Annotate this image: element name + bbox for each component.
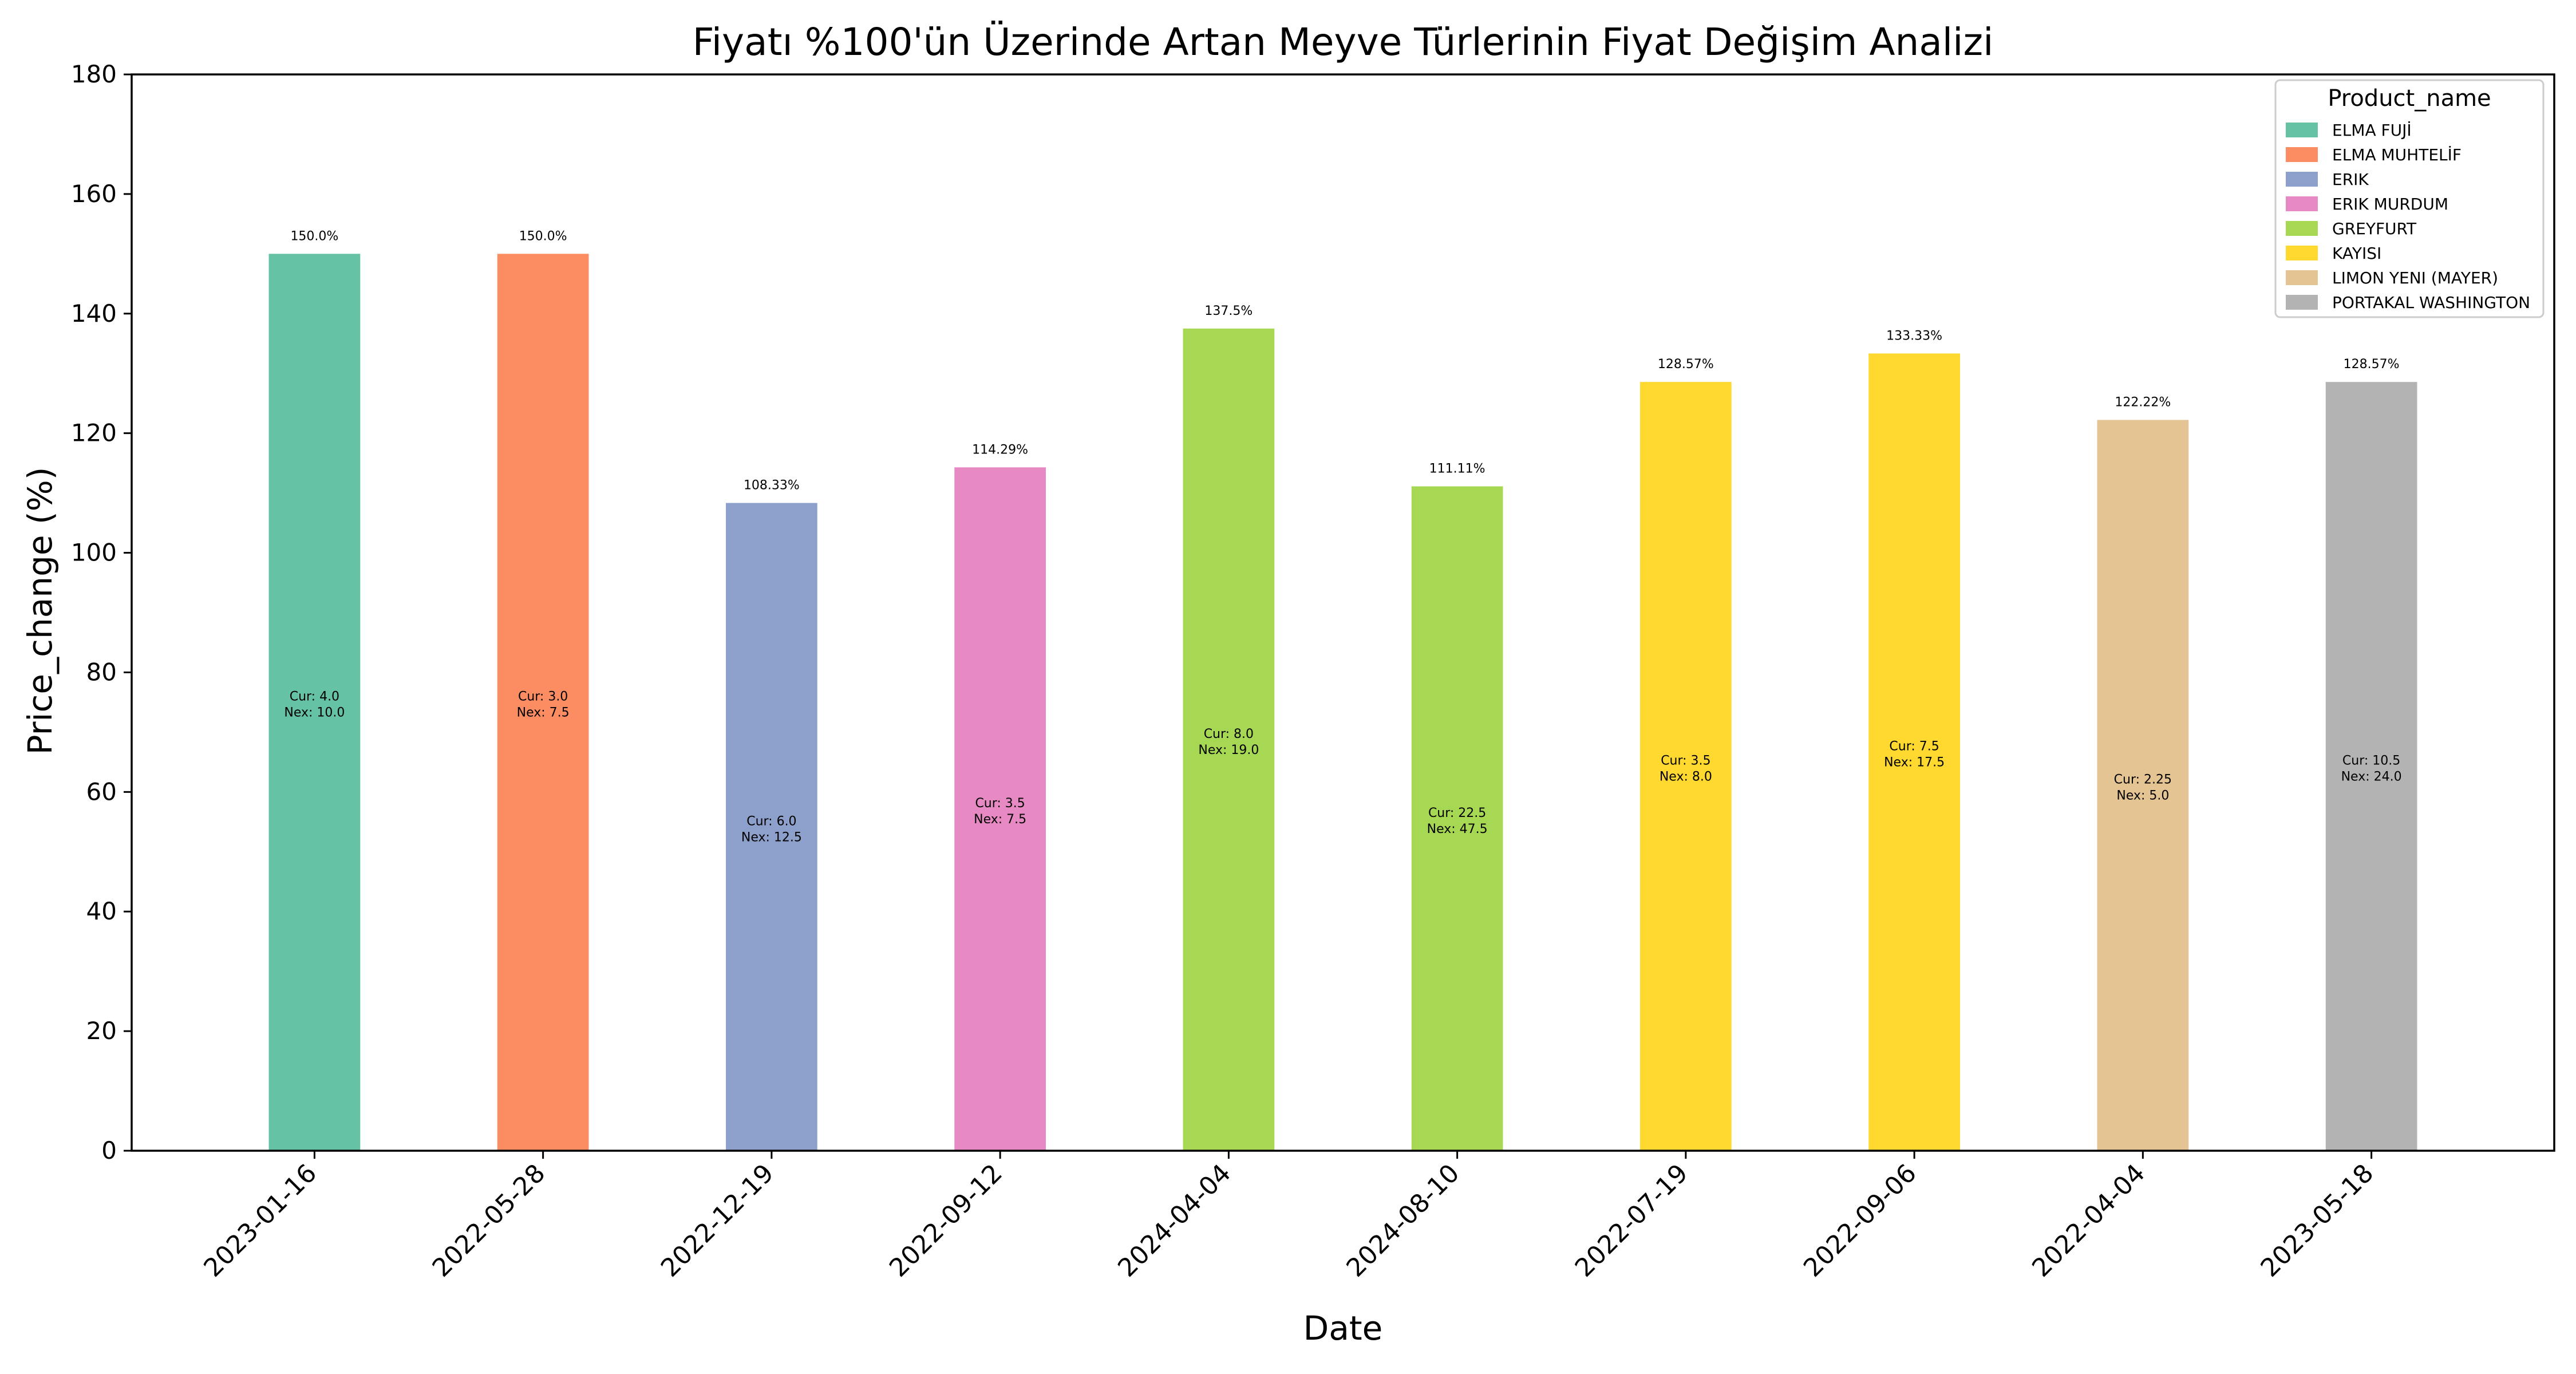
bar-cur-label: Cur: 22.5 xyxy=(1428,806,1486,820)
bar-cur-label: Cur: 2.25 xyxy=(2114,773,2172,787)
y-tick-label: 40 xyxy=(86,897,117,925)
bar-value-label: 128.57% xyxy=(2344,357,2400,372)
y-tick-label: 160 xyxy=(71,180,117,208)
bar-nex-label: Nex: 8.0 xyxy=(1660,770,1712,784)
bar-nex-label: Nex: 10.0 xyxy=(284,706,345,720)
legend-entry-label: LIMON YENI (MAYER) xyxy=(2332,269,2498,287)
legend-swatch xyxy=(2286,295,2318,310)
legend-swatch xyxy=(2286,246,2318,260)
bar-nex-label: Nex: 24.0 xyxy=(2341,770,2402,784)
y-tick-label: 20 xyxy=(86,1017,117,1045)
x-axis-label: Date xyxy=(1303,1309,1383,1348)
chart-title: Fiyatı %100'ün Üzerinde Artan Meyve Türl… xyxy=(693,20,1994,64)
bar-nex-label: Nex: 7.5 xyxy=(974,812,1026,827)
legend-swatch xyxy=(2286,172,2318,187)
legend-swatch xyxy=(2286,147,2318,162)
bars-group xyxy=(268,254,2417,1151)
bar-cur-label: Cur: 8.0 xyxy=(1204,727,1254,741)
bar-cur-label: Cur: 3.5 xyxy=(1661,754,1710,768)
bar-value-label: 111.11% xyxy=(1429,462,1485,476)
legend-swatch xyxy=(2286,196,2318,211)
bar xyxy=(268,254,361,1151)
bar-value-label: 150.0% xyxy=(519,229,567,243)
bar xyxy=(497,254,589,1151)
y-axis-ticks: 0 20 40 60 80 100 120 140 160 180 xyxy=(71,60,132,1164)
bar-labels-group: 150.0% Cur: 4.0 Nex: 10.0 150.0% Cur: 3.0 Nex… xyxy=(284,229,2401,844)
bar-value-label: 114.29% xyxy=(972,443,1028,457)
y-tick-label: 140 xyxy=(71,299,117,327)
bar-nex-label: Nex: 12.5 xyxy=(741,830,802,844)
bar-cur-label: Cur: 3.5 xyxy=(975,796,1025,811)
legend-entry-label: ERIK MURDUM xyxy=(2332,195,2448,214)
legend-swatch xyxy=(2286,123,2318,137)
bar-value-label: 137.5% xyxy=(1204,304,1253,318)
legend-title: Product_name xyxy=(2328,85,2491,112)
bar-nex-label: Nex: 5.0 xyxy=(2116,789,2169,803)
bar-cur-label: Cur: 4.0 xyxy=(290,690,339,704)
bar xyxy=(2097,420,2189,1151)
bar-nex-label: Nex: 19.0 xyxy=(1198,743,1259,757)
bar-nex-label: Nex: 47.5 xyxy=(1427,822,1488,836)
legend-box xyxy=(2274,79,2545,318)
bar-nex-label: Nex: 7.5 xyxy=(517,706,570,720)
legend-entries: ELMA FUJİ ELMA MUHTELİF ERIK ERIK MURDUM GRE… xyxy=(2286,121,2530,312)
legend-entry-label: GREYFURT xyxy=(2332,219,2417,238)
bar xyxy=(1183,328,1275,1151)
plot-frame xyxy=(131,73,2555,1152)
bar-value-label: 150.0% xyxy=(290,229,338,243)
y-tick-label: 80 xyxy=(86,658,117,686)
legend-swatch xyxy=(2286,221,2318,236)
bar xyxy=(1868,353,1960,1151)
bar-cur-label: Cur: 6.0 xyxy=(746,814,796,828)
bar-nex-label: Nex: 17.5 xyxy=(1884,756,1945,770)
bar xyxy=(2325,382,2417,1151)
bar-cur-label: Cur: 10.5 xyxy=(2342,754,2400,768)
bar xyxy=(1640,382,1732,1151)
y-tick-label: 60 xyxy=(86,777,117,806)
y-tick-label: 0 xyxy=(101,1136,117,1164)
bar-value-label: 108.33% xyxy=(744,479,800,493)
bar-value-label: 133.33% xyxy=(1886,329,1942,343)
legend-entry-label: ELMA FUJİ xyxy=(2332,121,2412,140)
legend-swatch xyxy=(2286,270,2318,285)
bar-value-label: 122.22% xyxy=(2115,395,2171,409)
legend-entry-label: ELMA MUHTELİF xyxy=(2332,145,2462,164)
legend-entry-label: PORTAKAL WASHINGTON xyxy=(2332,293,2530,312)
legend-entry-label: ERIK xyxy=(2332,170,2369,189)
y-tick-label: 120 xyxy=(71,419,117,447)
bar-value-label: 128.57% xyxy=(1658,357,1714,372)
y-tick-label: 100 xyxy=(71,539,117,567)
y-axis-label: Price_change (%) xyxy=(21,467,60,755)
bar xyxy=(954,467,1046,1151)
bar xyxy=(1411,486,1503,1151)
y-tick-label: 180 xyxy=(71,60,117,88)
bar-cur-label: Cur: 3.0 xyxy=(518,690,568,704)
legend-entry-label: KAYISI xyxy=(2332,244,2381,263)
bar-cur-label: Cur: 7.5 xyxy=(1889,740,1939,754)
bar xyxy=(726,503,817,1151)
